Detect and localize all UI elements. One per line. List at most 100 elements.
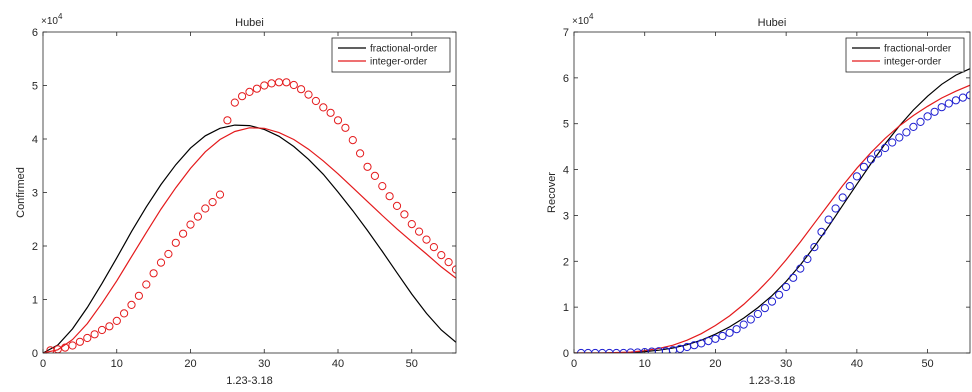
chart-1-data-point (282, 78, 291, 87)
chart-2-data-point (895, 133, 904, 142)
chart-2-data-point (902, 128, 911, 137)
chart-2-exponent-base: ×10 (572, 16, 589, 27)
chart-2-data-point (838, 193, 847, 202)
chart-1-exponent-power: 4 (58, 12, 63, 21)
chart-1-data-point (348, 136, 357, 145)
chart-2-data-point (852, 172, 862, 181)
chart-2-data-point (958, 93, 968, 102)
chart-2-data-point (817, 227, 826, 236)
chart-2-x-tick-label: 50 (921, 358, 933, 370)
chart-1-series-fractional-order (43, 124, 456, 353)
chart-1-data-point (193, 212, 202, 221)
chart-1-y-axis-label: Confirmed (15, 167, 27, 218)
chart-1-data-point (230, 98, 239, 107)
chart-1-data-point (311, 96, 320, 106)
chart-2-data-point (782, 282, 791, 292)
chart-2-x-tick-label: 20 (709, 358, 721, 370)
chart-2-data-point (866, 155, 876, 164)
chart-2-data-point (704, 337, 713, 346)
chart-2-data-point (881, 143, 890, 153)
chart-1-data-point (363, 162, 372, 171)
chart-1-data-point (444, 258, 453, 267)
chart-2-title: Hubei (758, 17, 787, 29)
chart-1-data-point (142, 280, 151, 289)
chart-2-x-tick-label: 30 (780, 358, 792, 370)
chart-2-data-point (859, 162, 869, 171)
chart-1-data-point (378, 182, 387, 191)
chart-1-data-point (260, 81, 269, 90)
chart-1-data-point (105, 322, 114, 331)
chart-2-data-point (965, 91, 970, 100)
chart-1-data-point (156, 258, 166, 267)
chart-1-data-point (341, 123, 350, 132)
chart-2-data-point (874, 149, 883, 158)
chart-1-x-axis-label: 1.23-3.18 (226, 375, 272, 387)
chart-1-data-point (297, 85, 306, 94)
chart-2-x-tick-label: 40 (851, 358, 863, 370)
chart-2-y-tick-label: 0 (563, 348, 569, 360)
chart-1-y-tick-label: 6 (32, 27, 38, 39)
chart-1-data-point (215, 190, 225, 199)
chart-1-legend-label: fractional-order (370, 44, 438, 55)
chart-2-data-point (767, 297, 777, 306)
chart-2-data-point (888, 138, 897, 147)
chart-2-series-integer-order (574, 84, 970, 353)
chart-1-legend-box (331, 37, 451, 73)
chart-1-data-point (149, 269, 158, 278)
chart-1-data-point (171, 238, 180, 247)
chart-2-data-point (753, 309, 763, 319)
chart-2-data-point (732, 325, 741, 334)
chart-1-data-point (83, 333, 92, 343)
chart-2-y-tick-label: 1 (563, 302, 569, 314)
chart-1-x-tick-label: 20 (184, 358, 196, 370)
chart-2-data-point (916, 117, 925, 127)
chart-1-data-point (437, 251, 446, 260)
chart-1-series-integer-order (43, 127, 456, 353)
chart-2-y-tick-label: 2 (563, 256, 569, 268)
chart-1-data-point (179, 229, 188, 238)
chart-2-data-point (803, 254, 812, 264)
chart-2-data-point (810, 243, 819, 252)
chart-2-data-point (845, 182, 854, 191)
chart-2: 0 10 20 30 40 5001234567×104Hubei1.23-3.18Rec… (546, 12, 971, 387)
chart-1-data-point (392, 201, 402, 210)
chart-1-y-tick-label: 4 (32, 134, 38, 146)
chart-2-series-fractional-order (574, 68, 970, 353)
chart-2-x-axis-label: 1.23-3.18 (749, 375, 795, 387)
chart-1-data-point (356, 149, 365, 158)
chart-1-legend: fractional-order integer-order (331, 37, 451, 73)
chart-2-y-tick-label: 7 (563, 27, 569, 39)
chart-1-data-point (127, 300, 136, 309)
chart-1-data-point (400, 210, 409, 219)
chart-1-data-point (90, 330, 99, 339)
chart-2-plot-area (574, 32, 970, 353)
chart-2-x-tick-label: 10 (639, 358, 651, 370)
chart-1-data-point (238, 92, 247, 101)
chart-2-y-tick-label: 3 (563, 210, 569, 222)
chart-1-data-point (68, 341, 77, 350)
chart-2-legend-label: fractional-order (884, 44, 952, 55)
chart-1-data-point (407, 220, 416, 229)
chart-2-data-point (909, 122, 918, 132)
chart-2-data-point (725, 328, 734, 337)
chart-1-data-point (289, 80, 298, 90)
chart-1-y-tick-label: 3 (32, 188, 38, 200)
chart-2-y-tick-label: 4 (563, 165, 569, 177)
chart-2-legend-label: integer-order (884, 57, 942, 68)
chart-2-y-tick-label: 6 (563, 73, 569, 85)
chart-1-data-point (326, 108, 335, 117)
chart-1-data-point (252, 84, 261, 93)
chart-2-data-point (824, 215, 833, 224)
chart-1-exponent-label: ×104 (41, 12, 63, 27)
chart-2-data-point (930, 107, 939, 116)
chart-1-data-point (186, 220, 195, 229)
chart-2-data-point (944, 99, 953, 108)
chart-2-data-point (951, 96, 961, 105)
chart-2-axes-box (573, 31, 971, 354)
chart-2-legend-box (845, 37, 965, 73)
chart-1-data-point (97, 325, 107, 335)
chart-1-plot-layer (43, 78, 456, 353)
chart-2-data-point (739, 320, 748, 329)
chart-2-data-point (718, 331, 727, 341)
chart-1-data-point (208, 198, 217, 207)
